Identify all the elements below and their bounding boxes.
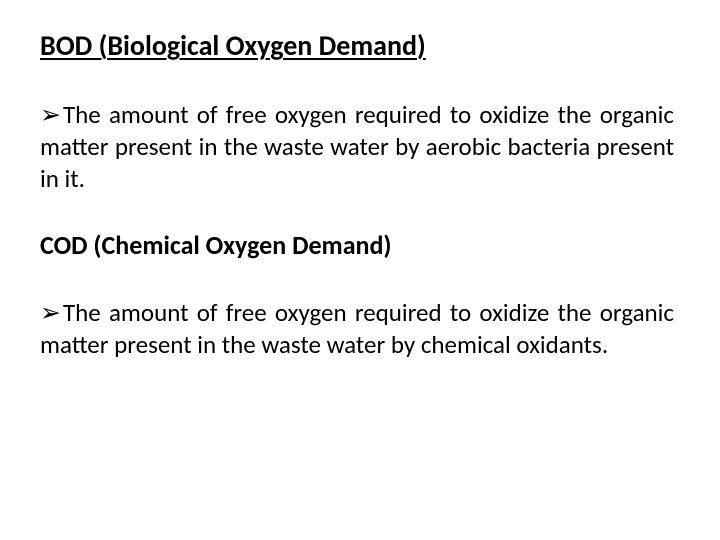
cod-heading: COD (Chemical Oxygen Demand) (40, 229, 680, 261)
bod-heading-text: BOD (Biological Oxygen Demand (40, 28, 417, 63)
bod-definition-text: The amount of free oxygen required to ox… (40, 99, 674, 194)
bullet-icon: ➢ (40, 297, 61, 329)
cod-definition-text: The amount of free oxygen required to ox… (40, 297, 674, 360)
cod-definition-paragraph: ➢The amount of free oxygen required to o… (40, 297, 680, 361)
bod-definition-paragraph: ➢The amount of free oxygen required to o… (40, 99, 680, 195)
cod-heading-text: COD (Chemical Oxygen Demand) (40, 229, 392, 261)
bod-heading: BOD (Biological Oxygen Demand) (40, 28, 680, 63)
bullet-icon: ➢ (40, 99, 61, 131)
bod-heading-close-paren: ) (417, 28, 426, 63)
